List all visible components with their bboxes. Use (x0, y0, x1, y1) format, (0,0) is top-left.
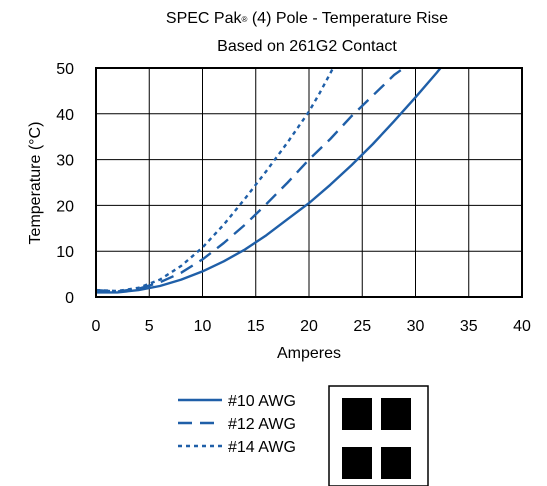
y-tick-label: 40 (56, 107, 74, 124)
grid (96, 68, 522, 297)
chart-title: SPEC Pak® (4) Pole - Temperature Rise (166, 10, 448, 27)
chart-subtitle: Based on 261G2 Contact (217, 38, 397, 55)
series-line-3 (96, 68, 335, 293)
contact-pole-4 (381, 447, 411, 479)
x-tick-label: 5 (145, 318, 154, 335)
y-axis-label: Temperature (°C) (27, 122, 44, 245)
y-tick-label: 0 (65, 290, 74, 307)
x-tick-label: 20 (300, 318, 318, 335)
plot-frame (95, 67, 523, 298)
x-tick-label: 30 (407, 318, 425, 335)
x-tick-label: 10 (194, 318, 212, 335)
x-tick-labels: 0 5 10 15 20 25 30 35 40 (92, 318, 531, 335)
y-tick-labels: 0 10 20 30 40 50 (56, 61, 74, 307)
chart-title-main: SPEC Pak (166, 10, 243, 27)
chart-title-rest: (4) Pole - Temperature Rise (247, 10, 448, 27)
x-tick-label: 25 (353, 318, 371, 335)
series-line-1 (96, 68, 443, 294)
x-tick-label: 0 (92, 318, 101, 335)
chart-title-registered-mark: ® (242, 15, 248, 24)
legend-label-2: #12 AWG (228, 416, 296, 433)
legend-label-3: #14 AWG (228, 439, 296, 456)
x-tick-label: 40 (513, 318, 531, 335)
series-layer (96, 68, 443, 294)
y-tick-label: 30 (56, 153, 74, 170)
four-pole-contact-icon (328, 385, 429, 486)
x-axis-label: Amperes (277, 345, 341, 362)
contact-pole-2 (381, 398, 411, 430)
x-tick-label: 35 (460, 318, 478, 335)
y-tick-label: 20 (56, 198, 74, 215)
legend: #10 AWG #12 AWG #14 AWG (178, 393, 296, 456)
y-tick-label: 10 (56, 244, 74, 261)
contact-pole-1 (342, 398, 372, 430)
legend-label-1: #10 AWG (228, 393, 296, 410)
x-tick-label: 15 (247, 318, 265, 335)
contact-pole-3 (342, 447, 372, 479)
series-line-2 (96, 68, 406, 293)
y-tick-label: 50 (56, 61, 74, 78)
